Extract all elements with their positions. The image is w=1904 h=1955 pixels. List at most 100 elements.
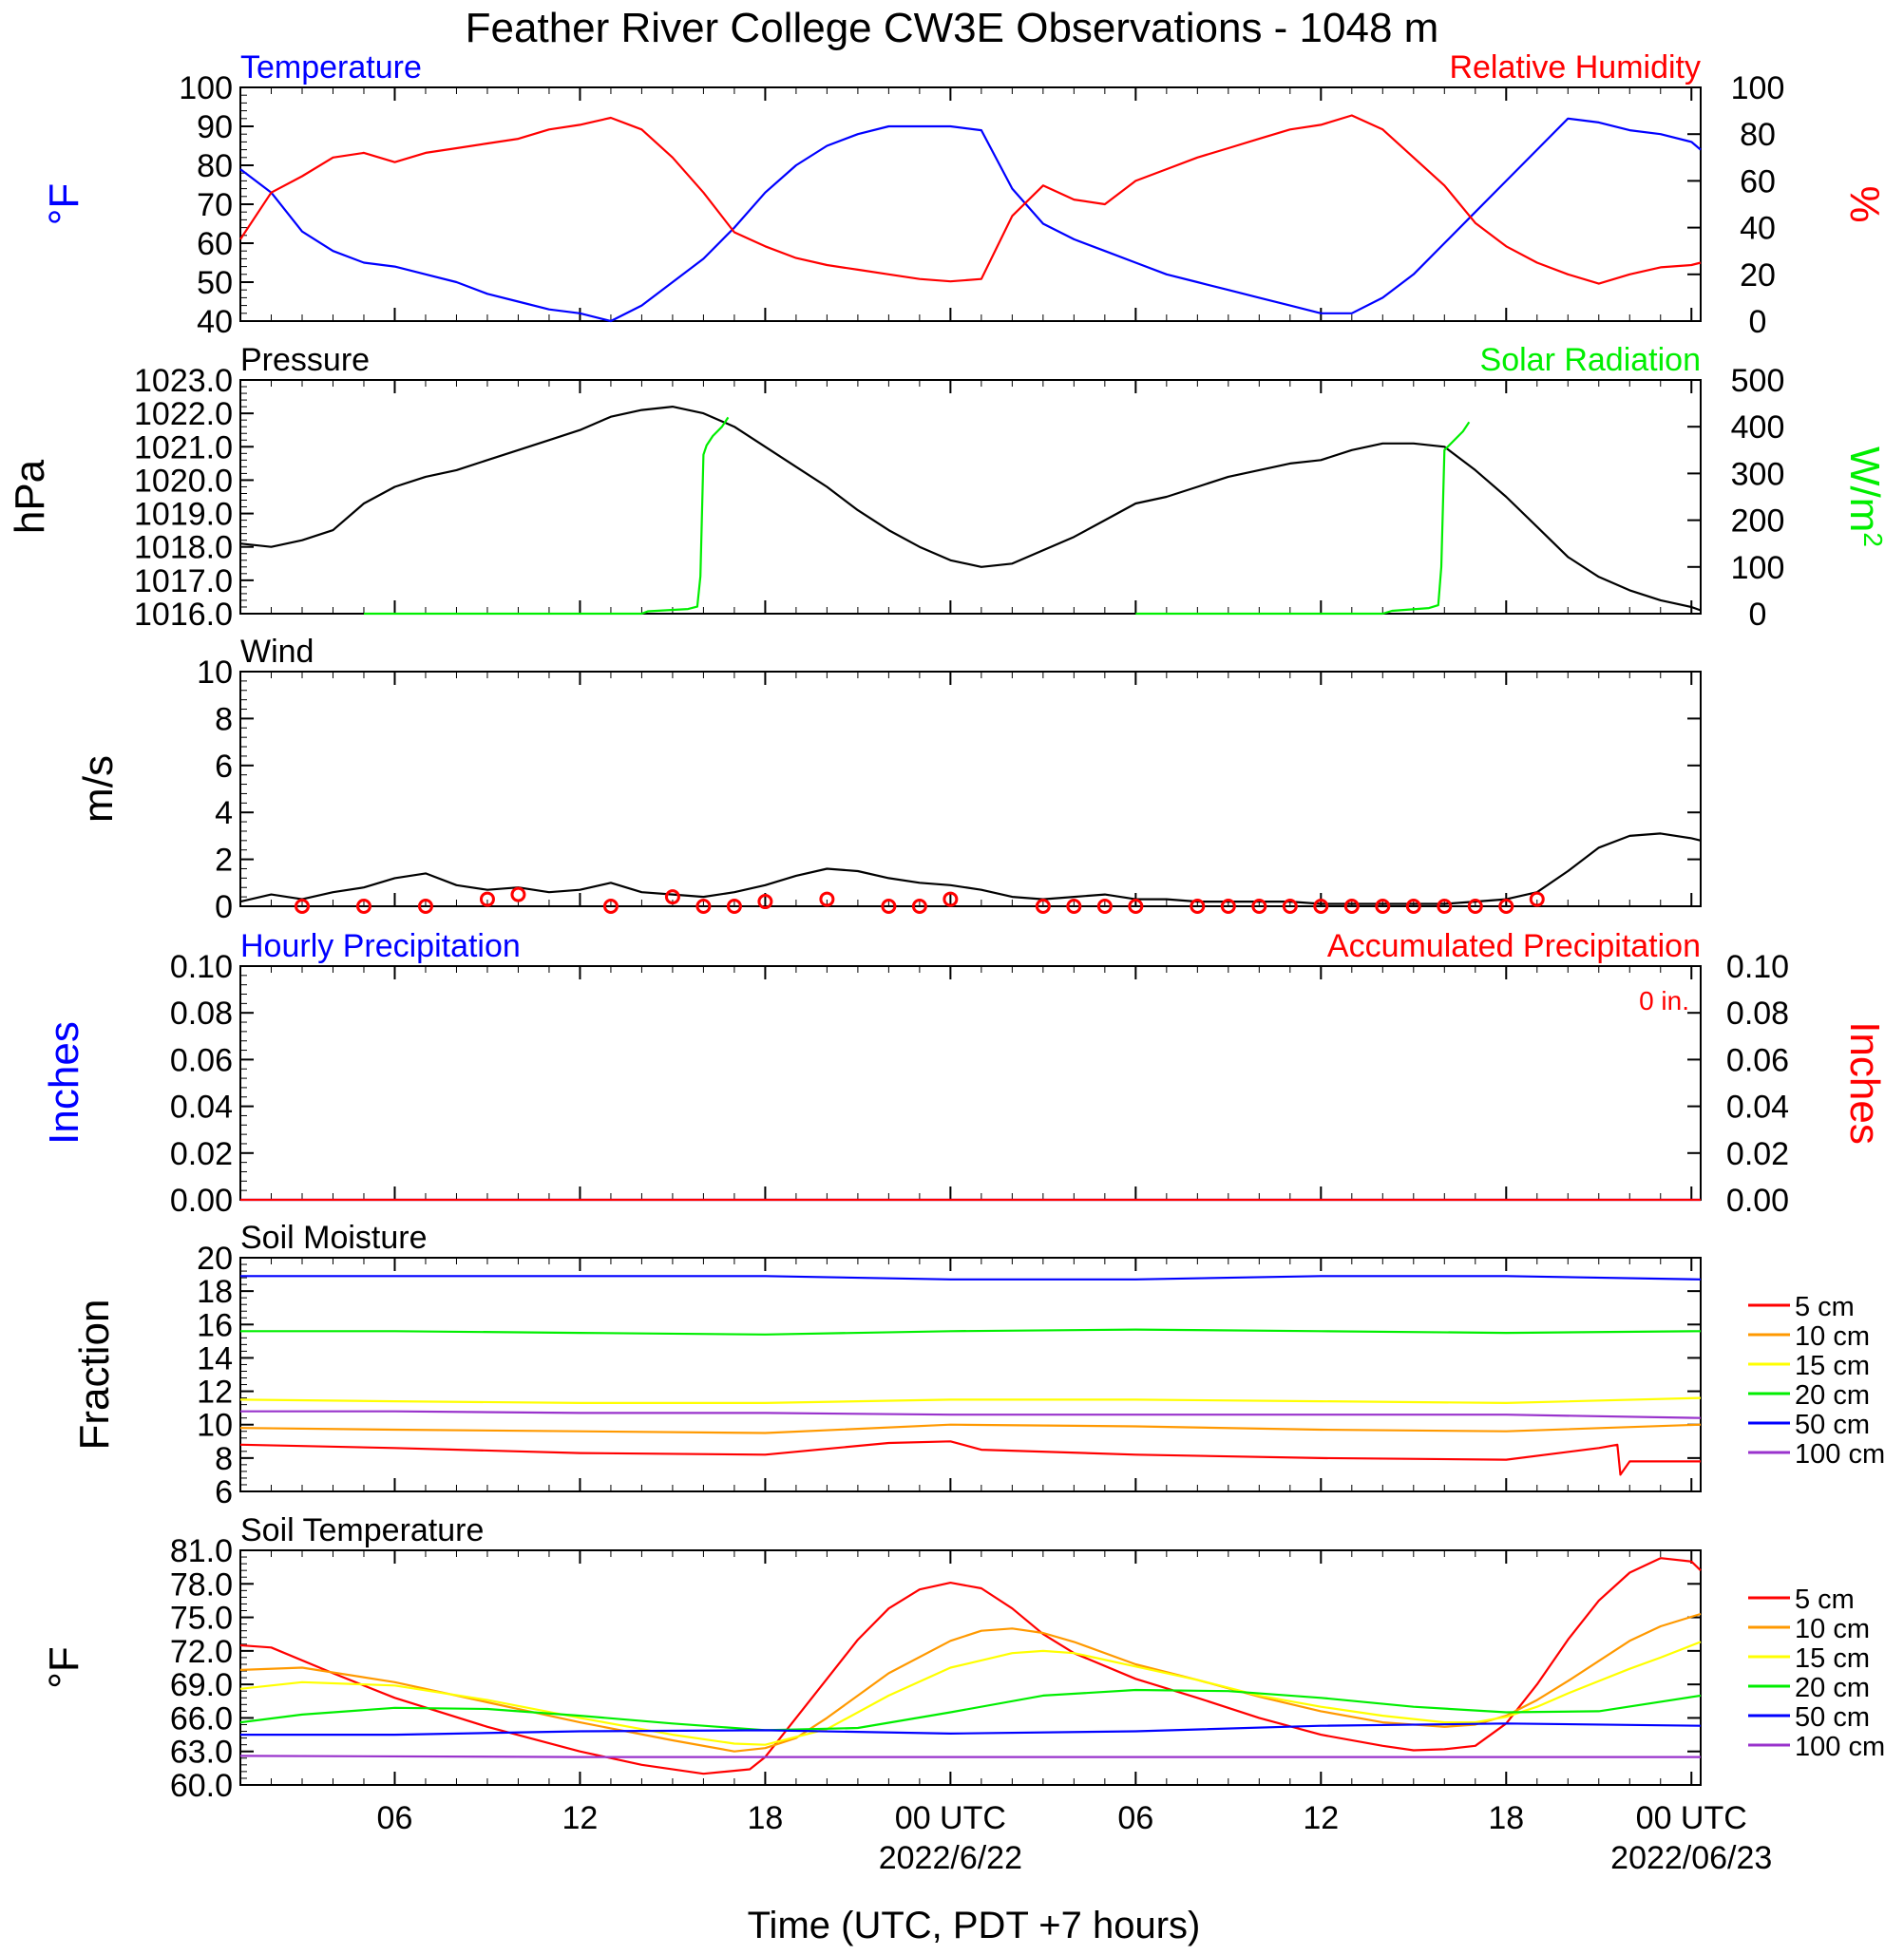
- y-tick-label-left: 0.02: [170, 1136, 233, 1172]
- wind-barb-marker: [942, 891, 959, 907]
- legend-label: 50 cm: [1795, 1410, 1870, 1440]
- panel-pressure-solar: 1016.01017.01018.01019.01020.01021.01022…: [7, 342, 1888, 633]
- legend-label: 10 cm: [1795, 1321, 1870, 1352]
- y-tick-label-left: 1022.0: [134, 396, 233, 432]
- y-axis-label-right: W/m2: [1841, 446, 1888, 547]
- x-axis-label: Time (UTC, PDT +7 hours): [748, 1905, 1201, 1946]
- wind-barb-marker: [1313, 899, 1329, 914]
- y-axis-label-left: Inches: [41, 1021, 87, 1145]
- series-line-15-cm: [239, 1641, 1702, 1746]
- plot-frame: [239, 379, 1702, 615]
- plot-frame: [239, 965, 1702, 1201]
- panel-precipitation: 0.00 0.02 0.04 0.06 0.08 0.10 0.00 0.02 0.04 0.06…: [41, 928, 1888, 1219]
- series-line-0: [239, 832, 1702, 905]
- wind-barb-marker: [294, 899, 310, 914]
- y-axis-label-superscript: 2: [1858, 532, 1888, 547]
- x-tick-label: 00 UTC: [1636, 1800, 1747, 1836]
- panel-title-left: Pressure: [240, 342, 370, 378]
- y-tick-label-right: 40: [1740, 211, 1776, 247]
- legend-label: 15 cm: [1795, 1351, 1870, 1381]
- x-tick-label: 18: [747, 1800, 783, 1836]
- x-date-label: 2022/06/23: [1610, 1840, 1772, 1876]
- figure-title: Feather River College CW3E Observations …: [466, 5, 1439, 51]
- x-tick-label: 06: [1117, 1800, 1153, 1836]
- y-tick-label-left: 81.0: [170, 1533, 233, 1569]
- series-line-5-cm: [239, 1440, 1701, 1476]
- wind-barb-marker: [757, 894, 773, 910]
- wind-barb-marker: [1498, 899, 1514, 914]
- y-tick-label-left: 8: [215, 1441, 233, 1477]
- legend-label: 20 cm: [1795, 1380, 1870, 1411]
- time-axis: 06 12 18 00 UTC 06 12 18 00 UTC 2022/6/22 2022/06…: [377, 1800, 1773, 1876]
- y-axis-label-right: Inches: [1841, 1021, 1888, 1145]
- y-tick-label-left: 20: [197, 1241, 233, 1277]
- y-tick-label-left: 63.0: [170, 1735, 233, 1771]
- y-tick-label-right: 100: [1731, 70, 1785, 106]
- y-axis-label-right: %: [1841, 185, 1888, 222]
- series-line-20-cm: [239, 1688, 1702, 1732]
- series-line-100-cm: [240, 1410, 1702, 1419]
- y-tick-label-right: 80: [1740, 117, 1776, 153]
- legend-label: 50 cm: [1795, 1702, 1870, 1733]
- wind-barb-marker: [726, 899, 742, 914]
- y-tick-label-right: 0.02: [1726, 1136, 1789, 1172]
- wind-barb-marker: [1529, 891, 1545, 907]
- y-tick-label-left: 60.0: [170, 1768, 233, 1804]
- wind-barb-marker: [1405, 899, 1421, 914]
- x-tick-label: 12: [562, 1800, 599, 1836]
- y-tick-label-left: 1021.0: [134, 429, 233, 465]
- wind-barb-marker: [602, 899, 619, 914]
- y-tick-label-left: 70: [197, 187, 233, 223]
- plot-frame: [239, 1549, 1702, 1786]
- y-tick-label-left: 60: [197, 226, 233, 262]
- y-tick-label-left: 80: [197, 148, 233, 184]
- y-tick-label-right: 0: [1749, 597, 1767, 633]
- panel-title-left: Temperature: [240, 49, 422, 85]
- y-tick-label-left: 0.10: [170, 949, 233, 985]
- y-tick-label-left: 0.08: [170, 996, 233, 1032]
- x-date-label: 2022/6/22: [879, 1840, 1022, 1876]
- y-tick-label-right: 500: [1731, 363, 1785, 399]
- y-tick-label-left: 40: [197, 304, 233, 340]
- y-tick-label-left: 66.0: [170, 1700, 233, 1737]
- y-tick-label-right: 0.08: [1726, 996, 1789, 1032]
- y-tick-label-left: 2: [215, 843, 233, 879]
- legend-label: 100 cm: [1795, 1439, 1885, 1470]
- y-tick-label-left: 14: [197, 1340, 233, 1376]
- y-tick-label-left: 16: [197, 1307, 233, 1343]
- series-line-1: [239, 114, 1702, 285]
- series-line-50-cm: [240, 1275, 1702, 1281]
- series-line-1: [364, 416, 730, 616]
- wind-barb-marker: [479, 891, 495, 907]
- wind-barb-marker: [1096, 899, 1113, 914]
- wind-barb-marker: [1375, 899, 1391, 914]
- y-tick-label-left: 69.0: [170, 1667, 233, 1703]
- y-tick-label-right: 300: [1731, 456, 1785, 492]
- y-tick-label-right: 0.10: [1726, 949, 1789, 985]
- wind-barb-marker: [1343, 899, 1360, 914]
- y-tick-label-left: 12: [197, 1375, 233, 1411]
- y-tick-label-left: 90: [197, 109, 233, 145]
- wind-barb-marker: [1282, 899, 1298, 914]
- x-tick-label: 06: [377, 1800, 413, 1836]
- panel-title-left: Wind: [240, 634, 314, 670]
- y-tick-label-left: 0.00: [170, 1183, 233, 1219]
- wind-barb-marker: [819, 891, 835, 907]
- y-tick-label-right: 0.06: [1726, 1042, 1789, 1078]
- y-tick-label-left: 4: [215, 795, 233, 831]
- x-tick-label: 18: [1488, 1800, 1524, 1836]
- legend-label: 10 cm: [1795, 1614, 1870, 1644]
- y-tick-label-left: 1017.0: [134, 563, 233, 599]
- series-line-20-cm: [240, 1328, 1702, 1336]
- y-tick-label-left: 75.0: [170, 1601, 233, 1637]
- wind-barb-marker: [1467, 899, 1483, 914]
- y-tick-label-right: 100: [1731, 550, 1785, 586]
- legend-label: 5 cm: [1795, 1585, 1855, 1615]
- plot-frame: [239, 1257, 1702, 1492]
- y-tick-label-right: 0: [1749, 304, 1767, 340]
- y-tick-label-left: 1016.0: [134, 597, 233, 633]
